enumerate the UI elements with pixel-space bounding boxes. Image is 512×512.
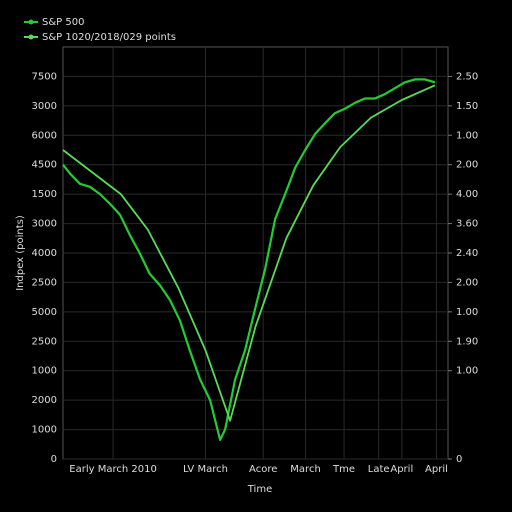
- legend-label: S&P 500: [42, 17, 84, 28]
- x-tick-label: April: [425, 464, 448, 475]
- y2-tick-label: 2.00: [456, 160, 478, 171]
- y2-tick-label: 1.00: [456, 130, 478, 141]
- y-tick-label: 7500: [32, 71, 57, 82]
- legend-marker: [28, 19, 34, 25]
- x-axis-label: Time: [247, 484, 272, 495]
- series-line: [62, 84, 436, 422]
- y-axis-label: Indpex (points): [15, 215, 26, 291]
- series-line: [62, 78, 436, 441]
- x-tick-label: LV March: [183, 464, 228, 475]
- y2-tick-label: 2.50: [456, 71, 478, 82]
- y2-tick-label: 2.00: [456, 277, 478, 288]
- y-tick-label: 1000: [32, 366, 57, 377]
- y2-tick-label: 4.00: [456, 189, 478, 200]
- y-tick-label: 3000: [32, 219, 57, 230]
- y-tick-label: 1000: [32, 425, 57, 436]
- y2-tick-label: 2.40: [456, 248, 478, 259]
- y2-tick-label: 3.60: [456, 219, 478, 230]
- y-tick-label: 5000: [32, 307, 57, 318]
- y2-tick-label: 1.50: [456, 101, 478, 112]
- x-tick-label: Tme: [332, 464, 355, 475]
- y-tick-label: 2500: [32, 277, 57, 288]
- legend-marker: [28, 34, 34, 40]
- y-tick-label: 1500: [32, 189, 57, 200]
- x-tick-label: April: [390, 464, 413, 475]
- x-tick-label: March: [290, 464, 320, 475]
- y2-tick-label: 0: [456, 454, 462, 465]
- y-tick-label: 4000: [32, 248, 57, 259]
- y2-tick-label: 1.00: [456, 366, 478, 377]
- y-tick-label: 0: [51, 454, 57, 465]
- legend-label: S&P 1020/2018/029 points: [42, 32, 176, 43]
- y-tick-label: 2500: [32, 336, 57, 347]
- x-tick-label: Late: [368, 464, 390, 475]
- x-tick-label: Early March 2010: [69, 464, 157, 475]
- y2-tick-label: 1.00: [456, 307, 478, 318]
- x-tick-label: Acore: [249, 464, 277, 475]
- y2-tick-label: 1.90: [456, 336, 478, 347]
- y-tick-label: 3000: [32, 101, 57, 112]
- y-tick-label: 6000: [32, 130, 57, 141]
- y-tick-label: 4500: [32, 160, 57, 171]
- y-tick-label: 2000: [32, 395, 57, 406]
